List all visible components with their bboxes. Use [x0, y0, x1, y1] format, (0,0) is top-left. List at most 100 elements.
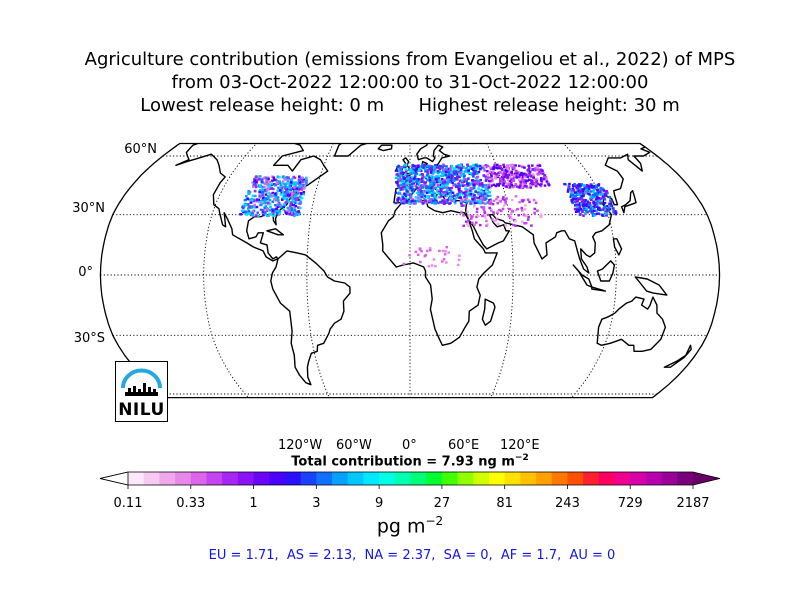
- concentration-cell: [414, 199, 417, 202]
- concentration-cell: [595, 203, 599, 206]
- concentration-cell: [402, 201, 405, 205]
- concentration-cell: [433, 199, 436, 202]
- concentration-cell: [526, 175, 529, 179]
- concentration-cell: [445, 246, 449, 249]
- concentration-cell: [258, 200, 261, 204]
- concentration-cell: [492, 168, 495, 171]
- concentration-cell: [403, 192, 406, 195]
- concentration-cell: [494, 175, 497, 178]
- concentration-cell: [302, 190, 306, 194]
- concentration-cell: [467, 169, 470, 172]
- concentration-cell: [299, 201, 303, 204]
- concentration-cell: [303, 181, 307, 184]
- concentration-cell: [452, 199, 456, 203]
- concentration-cell: [278, 180, 281, 183]
- concentration-cell: [419, 188, 422, 191]
- colorbar: [99, 471, 721, 489]
- concentration-cell: [585, 192, 588, 195]
- concentration-cell: [512, 178, 515, 182]
- concentration-cell: [542, 177, 546, 181]
- concentration-cell: [486, 194, 490, 198]
- concentration-cell: [404, 163, 408, 166]
- concentration-cell: [401, 194, 404, 197]
- concentration-cell: [453, 194, 456, 197]
- concentration-cell: [455, 177, 458, 180]
- concentration-cell: [485, 224, 488, 227]
- concentration-cell: [252, 184, 256, 187]
- concentration-cell: [475, 163, 478, 166]
- concentration-cell: [428, 164, 431, 167]
- concentration-cell: [269, 192, 272, 196]
- concentration-cell: [496, 195, 500, 199]
- concentration-cell: [594, 201, 597, 204]
- concentration-cell: [251, 181, 255, 184]
- concentration-cell: [612, 210, 615, 213]
- concentration-cell: [474, 172, 478, 175]
- concentration-cell: [297, 179, 301, 182]
- concentration-cell: [443, 202, 446, 205]
- concentration-cell: [490, 184, 494, 187]
- colorbar-swatch: [504, 472, 521, 485]
- concentration-cell: [261, 199, 264, 202]
- concentration-cell: [283, 177, 286, 180]
- concentration-cell: [413, 202, 417, 205]
- concentration-cell: [444, 250, 447, 253]
- concentration-cell: [443, 181, 447, 184]
- regional-contributions: EU = 1.71, AS = 2.13, NA = 2.37, SA = 0,…: [208, 548, 616, 563]
- concentration-cell: [475, 215, 478, 219]
- concentration-cell: [421, 176, 424, 179]
- concentration-cell: [263, 198, 267, 201]
- colorbar-swatch: [426, 472, 443, 485]
- concentration-cell: [267, 191, 270, 194]
- concentration-cell: [473, 172, 476, 176]
- concentration-cell: [523, 166, 526, 169]
- concentration-cell: [437, 179, 441, 183]
- concentration-cell: [532, 198, 536, 202]
- concentration-cell: [471, 179, 474, 182]
- concentration-cell: [576, 184, 579, 187]
- concentration-cell: [577, 189, 581, 193]
- concentration-cell: [402, 183, 405, 186]
- concentration-cell: [459, 164, 462, 167]
- concentration-cell: [414, 196, 418, 199]
- concentration-cell: [299, 197, 303, 200]
- concentration-cell: [293, 212, 296, 215]
- concentration-cell: [283, 203, 287, 207]
- concentration-cell: [271, 214, 275, 217]
- concentration-cell: [484, 164, 488, 167]
- concentration-cell: [537, 168, 540, 172]
- concentration-cell: [446, 201, 449, 204]
- concentration-cell: [601, 195, 605, 198]
- concentration-cell: [424, 170, 427, 173]
- concentration-cell: [445, 261, 448, 264]
- concentration-cell: [523, 175, 526, 179]
- concentration-cell: [455, 165, 458, 168]
- concentration-cell: [521, 179, 524, 182]
- concentration-cell: [297, 178, 301, 181]
- colorbar-swatch: [316, 472, 333, 485]
- concentration-cell: [437, 190, 441, 193]
- concentration-cell: [533, 211, 536, 214]
- concentration-cell: [408, 254, 411, 257]
- concentration-cell: [415, 180, 418, 184]
- concentration-cell: [273, 178, 276, 181]
- concentration-cell: [272, 211, 275, 214]
- colorbar-under-arrow: [99, 471, 129, 486]
- concentration-cell: [566, 190, 570, 193]
- concentration-cell: [510, 173, 514, 176]
- concentration-cell: [433, 192, 436, 195]
- concentration-cell: [248, 212, 251, 215]
- concentration-cell: [539, 213, 543, 216]
- concentration-cell: [508, 171, 512, 175]
- concentration-cell: [595, 209, 598, 213]
- concentration-cell: [426, 178, 429, 182]
- concentration-cell: [471, 195, 474, 198]
- concentration-cell: [508, 179, 512, 183]
- concentration-cell: [568, 182, 571, 186]
- concentration-cell: [261, 191, 265, 194]
- concentration-cell: [585, 209, 588, 212]
- concentration-cell: [247, 207, 250, 210]
- concentration-cell: [272, 187, 275, 191]
- concentration-cell: [261, 211, 265, 214]
- concentration-cell: [292, 191, 296, 194]
